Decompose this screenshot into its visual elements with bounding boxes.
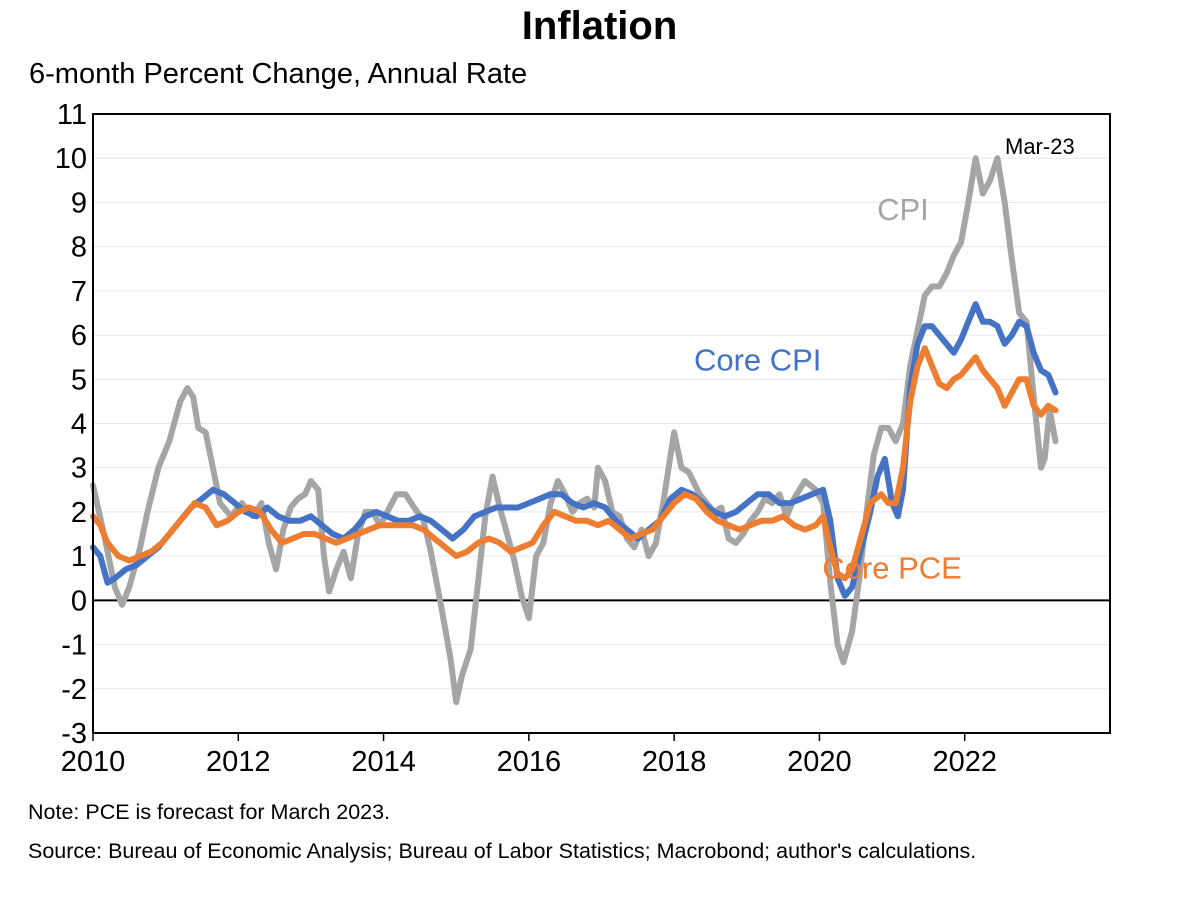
core-pce-series-line: [90, 345, 1059, 582]
x-tick-label: 2012: [206, 746, 271, 778]
y-tick-label: 7: [71, 276, 87, 308]
plot-area-frame: [92, 113, 1111, 734]
y-tick-label: -3: [61, 718, 87, 750]
x-tick-label: 2020: [787, 746, 852, 778]
y-tick-label: 10: [55, 143, 87, 175]
core-cpi-series-label: Core CPI: [694, 342, 821, 377]
y-tick-label: 8: [71, 232, 87, 264]
y-tick-label: 1: [71, 541, 87, 573]
x-tick-label: 2016: [497, 746, 562, 778]
y-tick-label: -1: [61, 630, 87, 662]
x-tick-label: 2010: [61, 746, 126, 778]
cpi-series-label: CPI: [877, 192, 929, 227]
y-tick-label: 2: [71, 497, 87, 529]
core-pce-series-label: Core PCE: [822, 550, 962, 585]
y-tick-label: 0: [71, 585, 87, 617]
x-tick-label: 2018: [642, 746, 707, 778]
chart-source: Source: Bureau of Economic Analysis; Bur…: [28, 839, 977, 863]
cpi-series-line: [90, 155, 1059, 705]
y-tick-label: 9: [71, 187, 87, 219]
y-tick-label: 4: [71, 409, 87, 441]
chart-note: Note: PCE is forecast for March 2023.: [28, 800, 391, 824]
date-annotation: Mar-23: [1005, 134, 1075, 159]
x-tick-label: 2022: [932, 746, 997, 778]
y-tick-label: 6: [71, 320, 87, 352]
chart-subtitle: 6-month Percent Change, Annual Rate: [29, 58, 528, 90]
y-tick-label: 11: [57, 99, 87, 131]
y-tick-label: 3: [71, 453, 87, 485]
core-cpi-series-line: [90, 301, 1059, 599]
y-tick-label: -2: [61, 674, 87, 706]
x-tick-label: 2014: [351, 746, 416, 778]
chart-title: Inflation: [521, 4, 678, 48]
y-tick-label: 5: [71, 364, 87, 396]
